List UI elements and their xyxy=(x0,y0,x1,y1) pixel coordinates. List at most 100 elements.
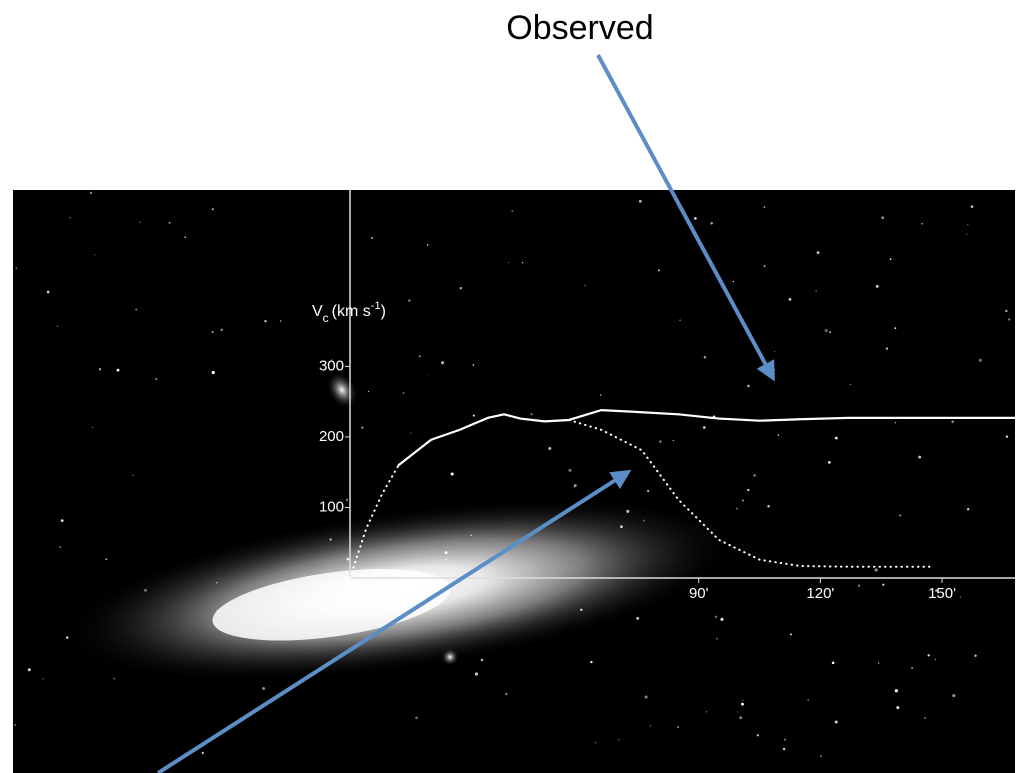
star xyxy=(694,217,697,220)
star xyxy=(473,414,475,416)
star xyxy=(508,262,509,263)
star xyxy=(784,739,786,741)
star xyxy=(774,351,775,352)
star xyxy=(951,420,954,423)
star xyxy=(220,329,223,332)
star xyxy=(411,433,412,434)
star xyxy=(747,489,749,491)
star xyxy=(548,447,551,450)
star xyxy=(767,505,770,508)
star xyxy=(935,659,936,660)
star xyxy=(742,500,744,502)
star xyxy=(764,265,766,267)
star xyxy=(747,385,750,388)
star xyxy=(918,456,921,459)
star xyxy=(419,355,421,357)
star xyxy=(445,559,447,561)
star xyxy=(60,546,61,547)
annotation: Observed xyxy=(506,9,653,47)
star xyxy=(57,326,58,327)
star xyxy=(850,384,851,385)
star xyxy=(212,331,214,333)
star xyxy=(184,236,186,238)
star xyxy=(659,441,661,443)
star xyxy=(650,725,651,726)
star xyxy=(966,233,967,234)
star xyxy=(789,298,792,301)
star xyxy=(971,205,974,208)
star xyxy=(828,461,831,464)
star xyxy=(580,609,582,611)
star xyxy=(967,224,968,225)
star xyxy=(764,206,766,208)
star xyxy=(43,678,44,679)
y-label-sub: c xyxy=(323,311,329,325)
star xyxy=(899,515,901,517)
star xyxy=(703,426,706,429)
star xyxy=(264,320,266,322)
star xyxy=(816,291,817,292)
star xyxy=(408,299,410,301)
star xyxy=(451,472,454,475)
star xyxy=(778,434,780,436)
star xyxy=(928,654,930,656)
star xyxy=(114,678,116,680)
star xyxy=(505,693,508,696)
star xyxy=(636,617,639,620)
star xyxy=(737,712,738,713)
star xyxy=(135,309,137,311)
star xyxy=(140,222,141,223)
star xyxy=(710,222,713,225)
star xyxy=(886,347,889,350)
star xyxy=(212,371,215,374)
star xyxy=(441,361,444,364)
star xyxy=(783,748,786,751)
star xyxy=(475,672,478,675)
star xyxy=(881,216,884,219)
star xyxy=(47,291,50,294)
x-tick-label: 150' xyxy=(928,585,956,602)
star xyxy=(894,327,896,329)
star xyxy=(896,706,899,709)
y-label-unit: (km s xyxy=(332,303,371,320)
star xyxy=(677,726,679,728)
page: {"chart_data": {"type": "line", "annotat… xyxy=(0,0,1021,773)
y-label-base: V xyxy=(312,303,323,320)
star xyxy=(90,192,92,194)
star xyxy=(835,437,838,440)
star xyxy=(568,469,571,472)
star xyxy=(531,413,533,415)
star xyxy=(368,391,369,392)
star xyxy=(403,392,405,394)
star xyxy=(647,490,649,492)
star xyxy=(262,687,265,690)
star xyxy=(427,244,429,246)
photo-background xyxy=(13,190,1015,773)
star xyxy=(890,258,892,260)
star xyxy=(835,721,838,724)
star xyxy=(280,320,281,321)
star xyxy=(829,331,831,333)
star xyxy=(742,700,743,701)
x-tick-label: 120' xyxy=(806,585,834,602)
satellite-galaxy xyxy=(441,648,459,666)
star xyxy=(875,568,878,571)
star xyxy=(733,281,734,282)
star xyxy=(217,610,219,612)
star xyxy=(445,551,448,554)
star xyxy=(924,717,926,719)
star xyxy=(522,262,523,263)
star xyxy=(658,269,660,271)
star xyxy=(878,662,879,663)
star xyxy=(471,535,472,536)
star xyxy=(952,694,955,697)
star xyxy=(590,661,592,663)
star xyxy=(105,558,107,560)
star xyxy=(620,525,623,528)
star xyxy=(15,267,17,269)
star xyxy=(512,210,513,211)
y-tick-label: 200 xyxy=(319,428,344,445)
star xyxy=(212,208,214,210)
star xyxy=(574,484,577,487)
star xyxy=(346,558,349,561)
